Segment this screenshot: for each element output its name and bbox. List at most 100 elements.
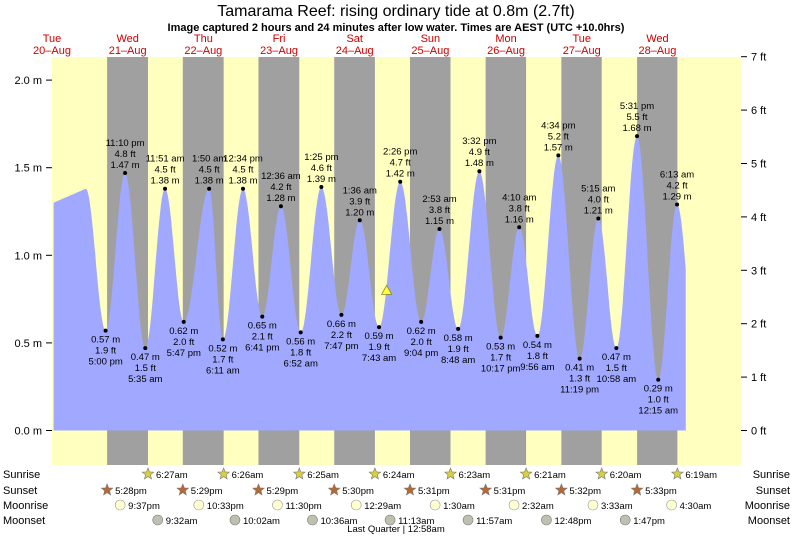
tide-point [207, 186, 212, 191]
tide-point [635, 134, 640, 139]
tide-m-label: 0.47 m [131, 352, 160, 363]
tide-time-label: 7:47 pm [324, 341, 358, 352]
tide-m-label: 0.53 m [486, 342, 515, 353]
tide-point [220, 337, 225, 342]
tide-time-label: 10:58 am [597, 374, 637, 385]
day-date-label: 24–Aug [336, 45, 374, 57]
moonset-time: 1:47pm [633, 516, 665, 527]
tide-ft-label: 2.0 ft [173, 337, 194, 348]
sunrise-icon [141, 467, 155, 480]
moonset-time: 11:13am [398, 516, 434, 527]
moonrise-icon [350, 499, 362, 511]
sunrise-time: 6:26am [232, 470, 264, 481]
row-label-left: Moonrise [3, 500, 48, 512]
tide-time-label: 3:32 pm [462, 136, 496, 147]
tide-ft-label: 1.7 ft [490, 353, 511, 364]
tide-m-label: 0.59 m [365, 331, 394, 342]
moonset-icon [307, 514, 318, 526]
sunset-icon [479, 483, 493, 496]
day-labels: Tue20–AugWed21–AugThu22–AugFri23–AugSat2… [33, 33, 676, 57]
sunrise-icon [670, 467, 684, 480]
sunset-icon [327, 483, 341, 496]
moonrise-time: 12:29am [364, 501, 401, 512]
moonset-icon [541, 514, 552, 526]
tide-m-label: 0.66 m [327, 319, 356, 330]
moonrise-time: 10:33pm [207, 501, 244, 512]
day-weekday-label: Sat [346, 33, 363, 45]
moonrise-time: 3:33am [601, 501, 633, 512]
moonrise-icon [193, 499, 205, 511]
sunset-time: 5:28pm [115, 486, 147, 497]
moonset-time: 11:57am [476, 516, 512, 527]
tide-time-label: 11:19 pm [560, 385, 599, 396]
tide-point [377, 325, 382, 330]
tide-ft-label: 5.5 ft [626, 112, 647, 123]
tide-point [123, 170, 128, 175]
tide-ft-label: 4.5 ft [154, 165, 175, 176]
tide-ft-label: 1.9 ft [448, 344, 469, 355]
tide-time-label: 11:51 am [146, 154, 185, 165]
tide-time-label: 5:00 pm [88, 357, 122, 368]
tide-point [477, 169, 482, 174]
current-tide-marker [380, 284, 393, 295]
tide-m-label: 1.29 m [663, 191, 692, 202]
tide-time-label: 5:35 am [128, 374, 162, 385]
tide-ft-label: 1.8 ft [290, 347, 311, 358]
sunrise-time: 6:19am [685, 470, 717, 481]
tide-point [556, 153, 561, 158]
day-date-label: 28–Aug [638, 45, 676, 57]
sunset-time: 5:33pm [645, 486, 677, 497]
sunrise-icon [595, 467, 609, 480]
sunrise-time: 6:20am [610, 470, 642, 481]
tide-point [419, 319, 424, 324]
moonrise-time: 1:30am [443, 501, 475, 512]
moonset-icon [229, 514, 241, 526]
day-weekday-label: Thu [194, 33, 213, 45]
moonrise-icon [508, 499, 520, 511]
tide-ft-label: 4.5 ft [232, 165, 253, 176]
tide-point [596, 216, 601, 221]
moonset-time: 10:36am [320, 516, 357, 527]
tide-point [437, 227, 442, 232]
sunset-icon [554, 483, 568, 496]
y-tick-label-right: 0 ft [751, 426, 766, 438]
tide-point [675, 202, 680, 207]
tide-m-label: 1.38 m [228, 176, 257, 187]
moonrise-icon [429, 499, 441, 511]
moonset-icon [619, 514, 631, 526]
y-tick-label-right: 4 ft [751, 212, 766, 224]
tide-ft-label: 1.3 ft [569, 374, 590, 385]
moonrise-time: 4:30am [680, 501, 712, 512]
tide-time-label: 5:47 pm [167, 348, 201, 359]
tide-ft-label: 3.8 ft [429, 205, 450, 216]
tide-m-label: 0.65 m [248, 321, 277, 332]
tide-point [163, 186, 168, 191]
tide-point [181, 319, 186, 324]
sunrise-time: 6:21am [534, 470, 566, 481]
tide-ft-label: 4.7 ft [390, 158, 411, 169]
tide-m-label: 0.47 m [602, 352, 631, 363]
tide-point [357, 218, 362, 223]
tide-point [298, 330, 303, 335]
tide-time-label: 1:50 am [192, 154, 226, 165]
tide-ft-label: 2.2 ft [331, 330, 352, 341]
tide-point [577, 356, 582, 361]
tide-point [240, 186, 245, 191]
row-label-left: Moonset [3, 515, 45, 527]
y-tick-label-right: 1 ft [751, 372, 766, 384]
moonset-icon [384, 514, 396, 526]
tide-m-label: 1.68 m [622, 123, 651, 134]
tide-ft-label: 2.1 ft [252, 332, 273, 343]
moonrise-time: 11:30pm [285, 501, 321, 512]
moonrise-time: 9:37pm [128, 501, 160, 512]
tide-time-label: 7:43 am [362, 353, 396, 364]
y-tick-label-right: 5 ft [751, 158, 766, 170]
moonset-icon [462, 514, 474, 526]
row-label-left: Sunrise [3, 469, 40, 481]
tide-m-label: 0.29 m [644, 384, 673, 395]
sunrise-time: 6:27am [156, 470, 188, 481]
tide-m-label: 0.54 m [523, 340, 552, 351]
moonset-icon [152, 514, 164, 526]
